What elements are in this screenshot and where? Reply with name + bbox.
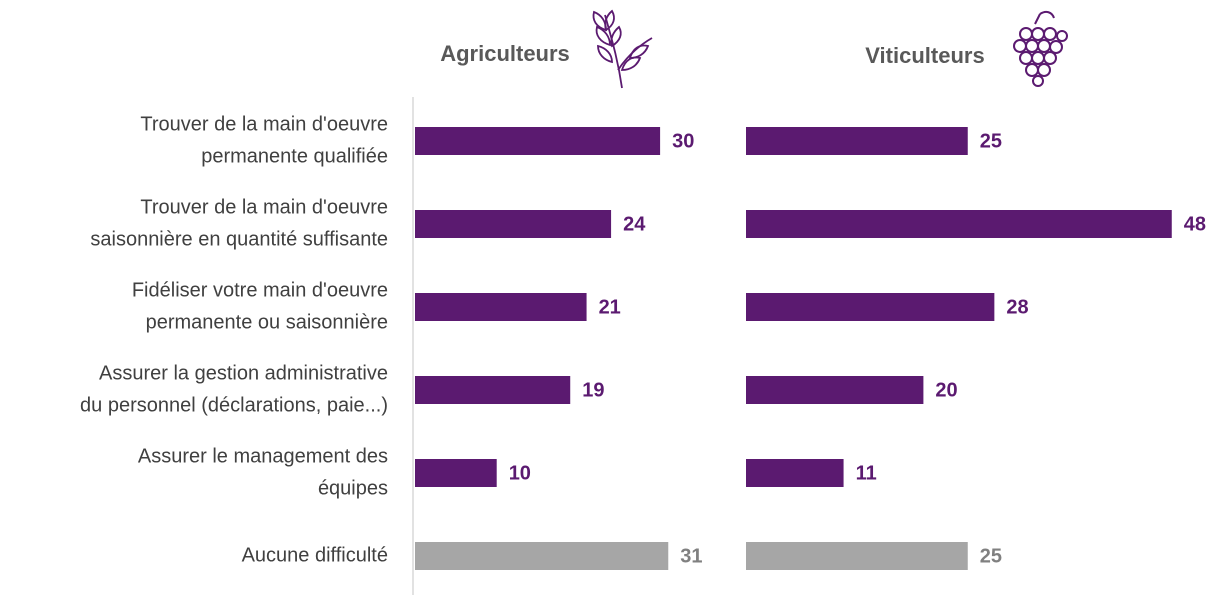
bar (415, 542, 669, 570)
value-label: 24 (623, 213, 646, 235)
bar (746, 376, 924, 404)
bar (746, 293, 995, 321)
value-label: 25 (980, 130, 1002, 152)
grape-icon (1013, 10, 1068, 87)
bar (415, 293, 587, 321)
bar (746, 459, 844, 487)
category-label: Trouver de la main d'oeuvre (140, 196, 388, 218)
bar (415, 210, 612, 238)
panel-title: Viticulteurs (865, 43, 984, 68)
category-label: Fidéliser votre main d'oeuvre (132, 279, 388, 301)
value-label: 31 (680, 545, 702, 567)
bar (415, 459, 497, 487)
category-label: permanente qualifiée (201, 145, 388, 167)
panel-title: Agriculteurs (440, 41, 570, 66)
category-label: saisonnière en quantité suffisante (90, 228, 388, 250)
wheat-icon (592, 9, 653, 89)
value-label: 20 (935, 379, 957, 401)
value-label: 48 (1184, 213, 1206, 235)
value-label: 10 (509, 462, 531, 484)
value-label: 28 (1006, 296, 1028, 318)
value-label: 11 (856, 462, 877, 484)
bar (746, 127, 968, 155)
value-label: 19 (582, 379, 604, 401)
category-label: Aucune difficulté (242, 544, 388, 566)
category-label: Assurer le management des (138, 445, 388, 467)
value-label: 25 (980, 545, 1002, 567)
category-label: équipes (318, 477, 388, 499)
bar (415, 127, 661, 155)
category-label: du personnel (déclarations, paie...) (80, 394, 388, 416)
bar (746, 542, 968, 570)
category-label: permanente ou saisonnière (146, 311, 388, 333)
category-label: Trouver de la main d'oeuvre (140, 113, 388, 135)
value-label: 30 (672, 130, 694, 152)
category-label: Assurer la gestion administrative (99, 362, 388, 384)
value-label: 21 (599, 296, 621, 318)
bar (746, 210, 1172, 238)
bar (415, 376, 571, 404)
